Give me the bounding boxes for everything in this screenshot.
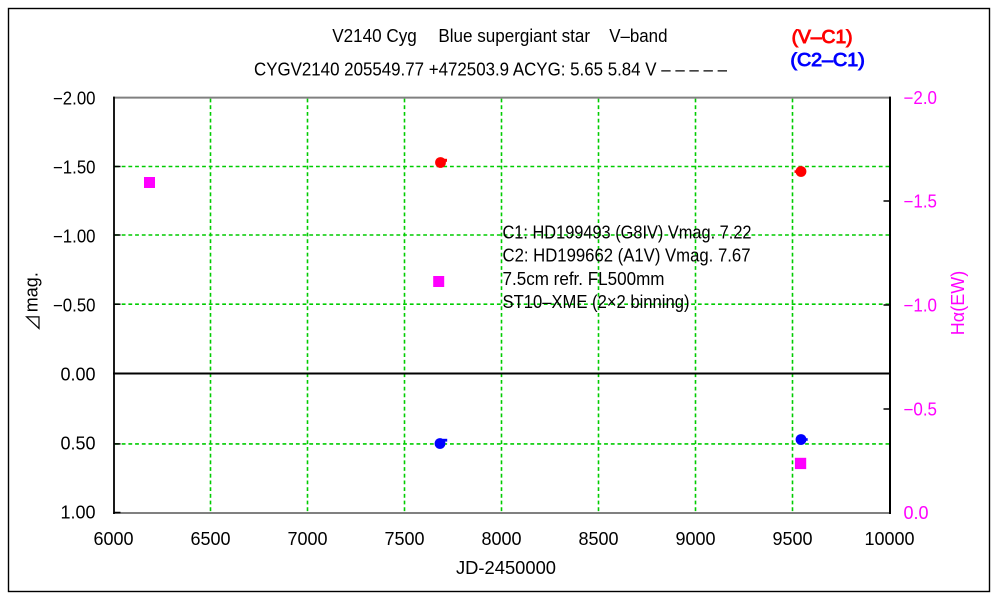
svg-text:−2.0: −2.0	[904, 88, 938, 108]
svg-text:−0.50: −0.50	[53, 295, 96, 315]
svg-text:−1.0: −1.0	[904, 295, 938, 315]
svg-text:(C2–C1): (C2–C1)	[790, 50, 864, 70]
svg-text:−0.5: −0.5	[904, 399, 938, 419]
svg-text:7000: 7000	[287, 529, 327, 549]
svg-text:7500: 7500	[384, 529, 424, 549]
svg-text:−2.00: −2.00	[53, 89, 96, 109]
svg-text:0.50: 0.50	[60, 433, 95, 453]
svg-text:0.00: 0.00	[60, 364, 95, 384]
svg-text:C2: HD199662 (A1V) Vmag. 7.67: C2: HD199662 (A1V) Vmag. 7.67	[503, 246, 751, 266]
svg-text:V2140 Cyg: V2140 Cyg	[332, 26, 417, 46]
svg-text:−1.50: −1.50	[53, 157, 96, 177]
svg-text:Hα(EW): Hα(EW)	[948, 271, 968, 335]
svg-text:1.00: 1.00	[60, 502, 95, 522]
svg-text:9000: 9000	[675, 529, 715, 549]
svg-text:8000: 8000	[481, 529, 521, 549]
svg-text:0.0: 0.0	[904, 503, 929, 523]
svg-text:6500: 6500	[190, 529, 230, 549]
svg-text:7.5cm refr. FL500mm: 7.5cm refr. FL500mm	[503, 269, 665, 289]
svg-text:ST10–XME (2×2 binning): ST10–XME (2×2 binning)	[503, 292, 690, 312]
svg-text:6000: 6000	[93, 529, 133, 549]
svg-text:−1.5: −1.5	[904, 191, 938, 211]
svg-text:(V–C1): (V–C1)	[792, 27, 853, 47]
svg-text:−1.00: −1.00	[53, 226, 96, 246]
svg-text:10000: 10000	[864, 529, 914, 549]
svg-text:9500: 9500	[772, 529, 812, 549]
svg-text:Blue supergiant star: Blue supergiant star	[438, 26, 590, 46]
svg-text:CYGV2140 205549.77 +472503.9 A: CYGV2140 205549.77 +472503.9 ACYG: 5.65 …	[254, 59, 727, 79]
svg-text:V–band: V–band	[609, 26, 667, 46]
svg-text:8500: 8500	[578, 529, 618, 549]
svg-text:mag.: mag.	[22, 272, 42, 312]
svg-text:C1: HD199493 (G8IV) Vmag. 7.22: C1: HD199493 (G8IV) Vmag. 7.22	[503, 222, 752, 242]
svg-text:JD-2450000: JD-2450000	[456, 558, 556, 578]
